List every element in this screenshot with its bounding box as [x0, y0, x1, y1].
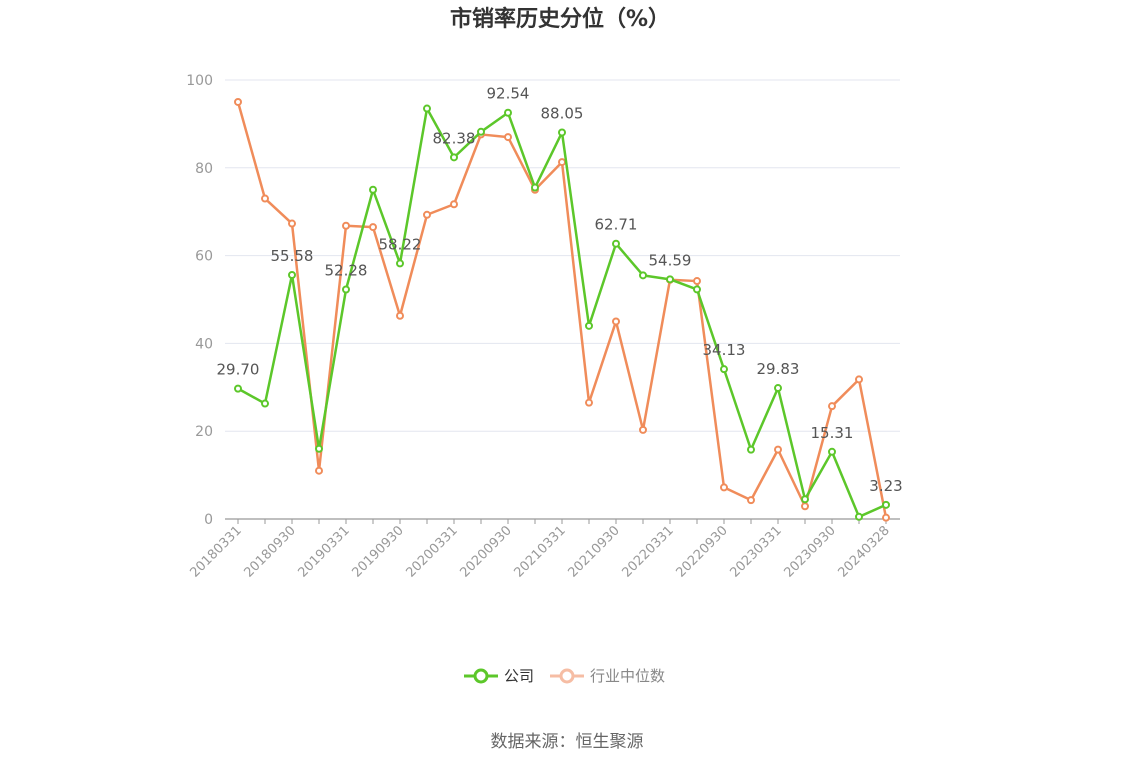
data-point — [639, 271, 647, 280]
x-tick-label: 20190331 — [295, 523, 352, 580]
data-point — [855, 512, 863, 521]
legend-marker — [473, 668, 489, 684]
data-point — [315, 466, 323, 475]
y-tick-label: 60 — [195, 249, 213, 265]
data-point — [747, 496, 755, 505]
data-point — [720, 483, 728, 492]
x-tick-label: 20230930 — [781, 523, 838, 580]
data-point — [855, 375, 863, 384]
data-point — [450, 153, 458, 162]
data-label: 58.22 — [379, 235, 422, 253]
x-tick-label: 20210331 — [511, 523, 568, 580]
data-point — [504, 108, 512, 117]
data-point — [342, 221, 350, 230]
data-point — [450, 200, 458, 209]
series-1 — [234, 97, 890, 522]
data-point — [720, 365, 728, 374]
data-point — [774, 445, 782, 454]
data-label: 34.13 — [703, 341, 746, 359]
data-label: 82.38 — [433, 129, 476, 147]
data-point — [234, 97, 242, 106]
y-axis: 0 20 40 60 80 100 — [186, 73, 213, 528]
data-point — [612, 239, 620, 248]
series-0 — [234, 104, 890, 521]
data-point — [882, 513, 890, 522]
data-labels: 29.70 55.58 52.28 58.22 82.38 92.54 88.05 62.71… — [217, 85, 903, 495]
data-point — [396, 311, 404, 320]
data-point — [639, 425, 647, 434]
legend-item-1[interactable]: 行业中位数 — [550, 667, 665, 685]
data-point — [369, 185, 377, 194]
plot-area — [234, 97, 890, 522]
x-tick-label: 20210930 — [565, 523, 622, 580]
data-label: 88.05 — [541, 104, 584, 122]
data-label: 52.28 — [325, 261, 368, 279]
y-tick-label: 40 — [195, 336, 213, 352]
y-tick-label: 20 — [195, 424, 213, 440]
data-point — [315, 444, 323, 453]
y-tick-label: 100 — [186, 73, 213, 89]
data-point — [612, 317, 620, 326]
data-point — [531, 183, 539, 192]
data-point — [882, 500, 890, 509]
data-point — [423, 104, 431, 113]
data-label: 29.70 — [217, 361, 260, 379]
x-tick-label: 20180331 — [187, 523, 244, 580]
y-tick-label: 80 — [195, 161, 213, 177]
x-tick-label: 20180930 — [241, 523, 298, 580]
data-point — [261, 399, 269, 408]
data-label: 92.54 — [487, 85, 530, 103]
x-tick-label: 20200930 — [457, 523, 514, 580]
data-point — [558, 158, 566, 167]
data-point — [828, 402, 836, 411]
legend-label: 公司 — [504, 667, 534, 685]
data-label: 55.58 — [271, 247, 314, 265]
data-label: 54.59 — [649, 251, 692, 269]
data-point — [558, 128, 566, 137]
data-point — [477, 127, 485, 136]
data-point — [801, 502, 809, 511]
data-point — [342, 285, 350, 294]
data-point — [585, 321, 593, 330]
data-point — [369, 223, 377, 232]
data-point — [288, 271, 296, 280]
data-point — [585, 398, 593, 407]
x-axis: 2018033120180930201903312019093020200331… — [187, 518, 900, 581]
legend-item-0[interactable]: 公司 — [464, 667, 534, 685]
data-point — [828, 447, 836, 456]
data-point — [774, 384, 782, 393]
data-label: 3.23 — [869, 477, 902, 495]
chart-title: 市销率历史分位（%） — [450, 6, 670, 32]
x-tick-label: 20190930 — [349, 523, 406, 580]
legend-marker — [559, 668, 575, 684]
data-point — [261, 194, 269, 203]
data-point — [234, 384, 242, 393]
data-point — [666, 275, 674, 284]
x-tick-label: 20240328 — [835, 523, 892, 580]
data-label: 15.31 — [811, 424, 854, 442]
x-tick-label: 20220331 — [619, 523, 676, 580]
y-tick-label: 0 — [204, 512, 213, 528]
data-point — [423, 210, 431, 219]
data-point — [801, 495, 809, 504]
data-point — [396, 259, 404, 268]
data-label: 29.83 — [757, 360, 800, 378]
data-label: 62.71 — [595, 216, 638, 234]
legend-label: 行业中位数 — [590, 667, 665, 685]
data-point — [693, 285, 701, 294]
source-label: 数据来源：恒生聚源 — [491, 732, 644, 752]
legend[interactable]: 公司 行业中位数 — [464, 667, 665, 685]
data-point — [504, 133, 512, 142]
x-tick-label: 20230331 — [727, 523, 784, 580]
data-point — [288, 219, 296, 228]
data-point — [693, 277, 701, 286]
x-tick-label: 20220930 — [673, 523, 730, 580]
data-point — [747, 445, 755, 454]
x-tick-label: 20200331 — [403, 523, 460, 580]
